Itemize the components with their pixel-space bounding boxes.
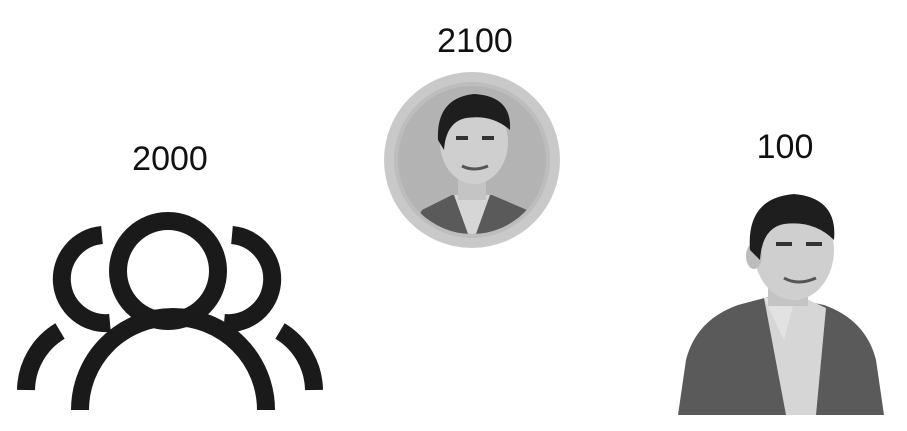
group-of-people-icon bbox=[17, 212, 323, 411]
coin-count-label: 2100 bbox=[437, 22, 513, 60]
portrait-coin-icon bbox=[384, 72, 560, 248]
group-count-label: 2000 bbox=[132, 140, 208, 178]
person-count-label: 100 bbox=[756, 128, 814, 166]
person-portrait-icon bbox=[678, 194, 884, 415]
